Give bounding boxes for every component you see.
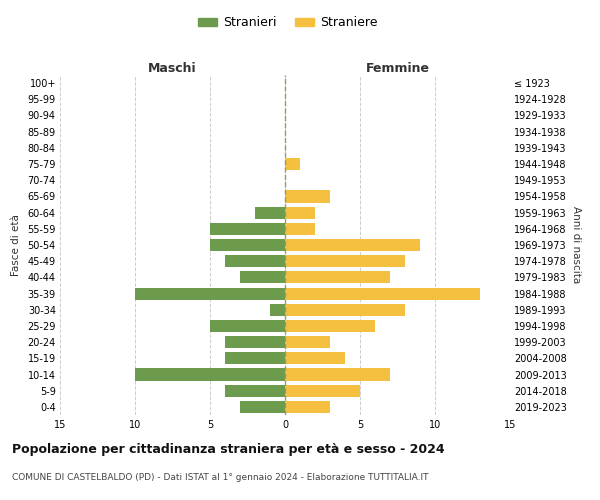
Legend: Stranieri, Straniere: Stranieri, Straniere xyxy=(193,11,383,34)
Text: Popolazione per cittadinanza straniera per età e sesso - 2024: Popolazione per cittadinanza straniera p… xyxy=(12,442,445,456)
Bar xyxy=(285,384,360,397)
Y-axis label: Anni di nascita: Anni di nascita xyxy=(571,206,581,284)
Bar xyxy=(135,368,285,380)
Bar xyxy=(285,352,345,364)
Bar xyxy=(225,352,285,364)
Bar xyxy=(285,320,375,332)
Bar xyxy=(285,304,405,316)
Bar xyxy=(285,158,300,170)
Bar xyxy=(285,336,330,348)
Bar xyxy=(285,239,420,251)
Bar xyxy=(285,190,330,202)
Bar xyxy=(270,304,285,316)
Bar xyxy=(285,272,390,283)
Bar xyxy=(285,368,390,380)
Bar xyxy=(210,239,285,251)
Text: Femmine: Femmine xyxy=(365,62,430,75)
Y-axis label: Fasce di età: Fasce di età xyxy=(11,214,20,276)
Bar xyxy=(210,320,285,332)
Bar xyxy=(135,288,285,300)
Bar xyxy=(225,336,285,348)
Bar xyxy=(225,384,285,397)
Bar xyxy=(285,206,315,218)
Bar xyxy=(225,255,285,268)
Bar xyxy=(255,206,285,218)
Bar xyxy=(210,222,285,235)
Bar xyxy=(240,272,285,283)
Text: Maschi: Maschi xyxy=(148,62,197,75)
Bar xyxy=(285,401,330,413)
Bar xyxy=(285,222,315,235)
Bar xyxy=(240,401,285,413)
Bar xyxy=(285,288,480,300)
Bar xyxy=(285,255,405,268)
Text: COMUNE DI CASTELBALDO (PD) - Dati ISTAT al 1° gennaio 2024 - Elaborazione TUTTIT: COMUNE DI CASTELBALDO (PD) - Dati ISTAT … xyxy=(12,472,428,482)
